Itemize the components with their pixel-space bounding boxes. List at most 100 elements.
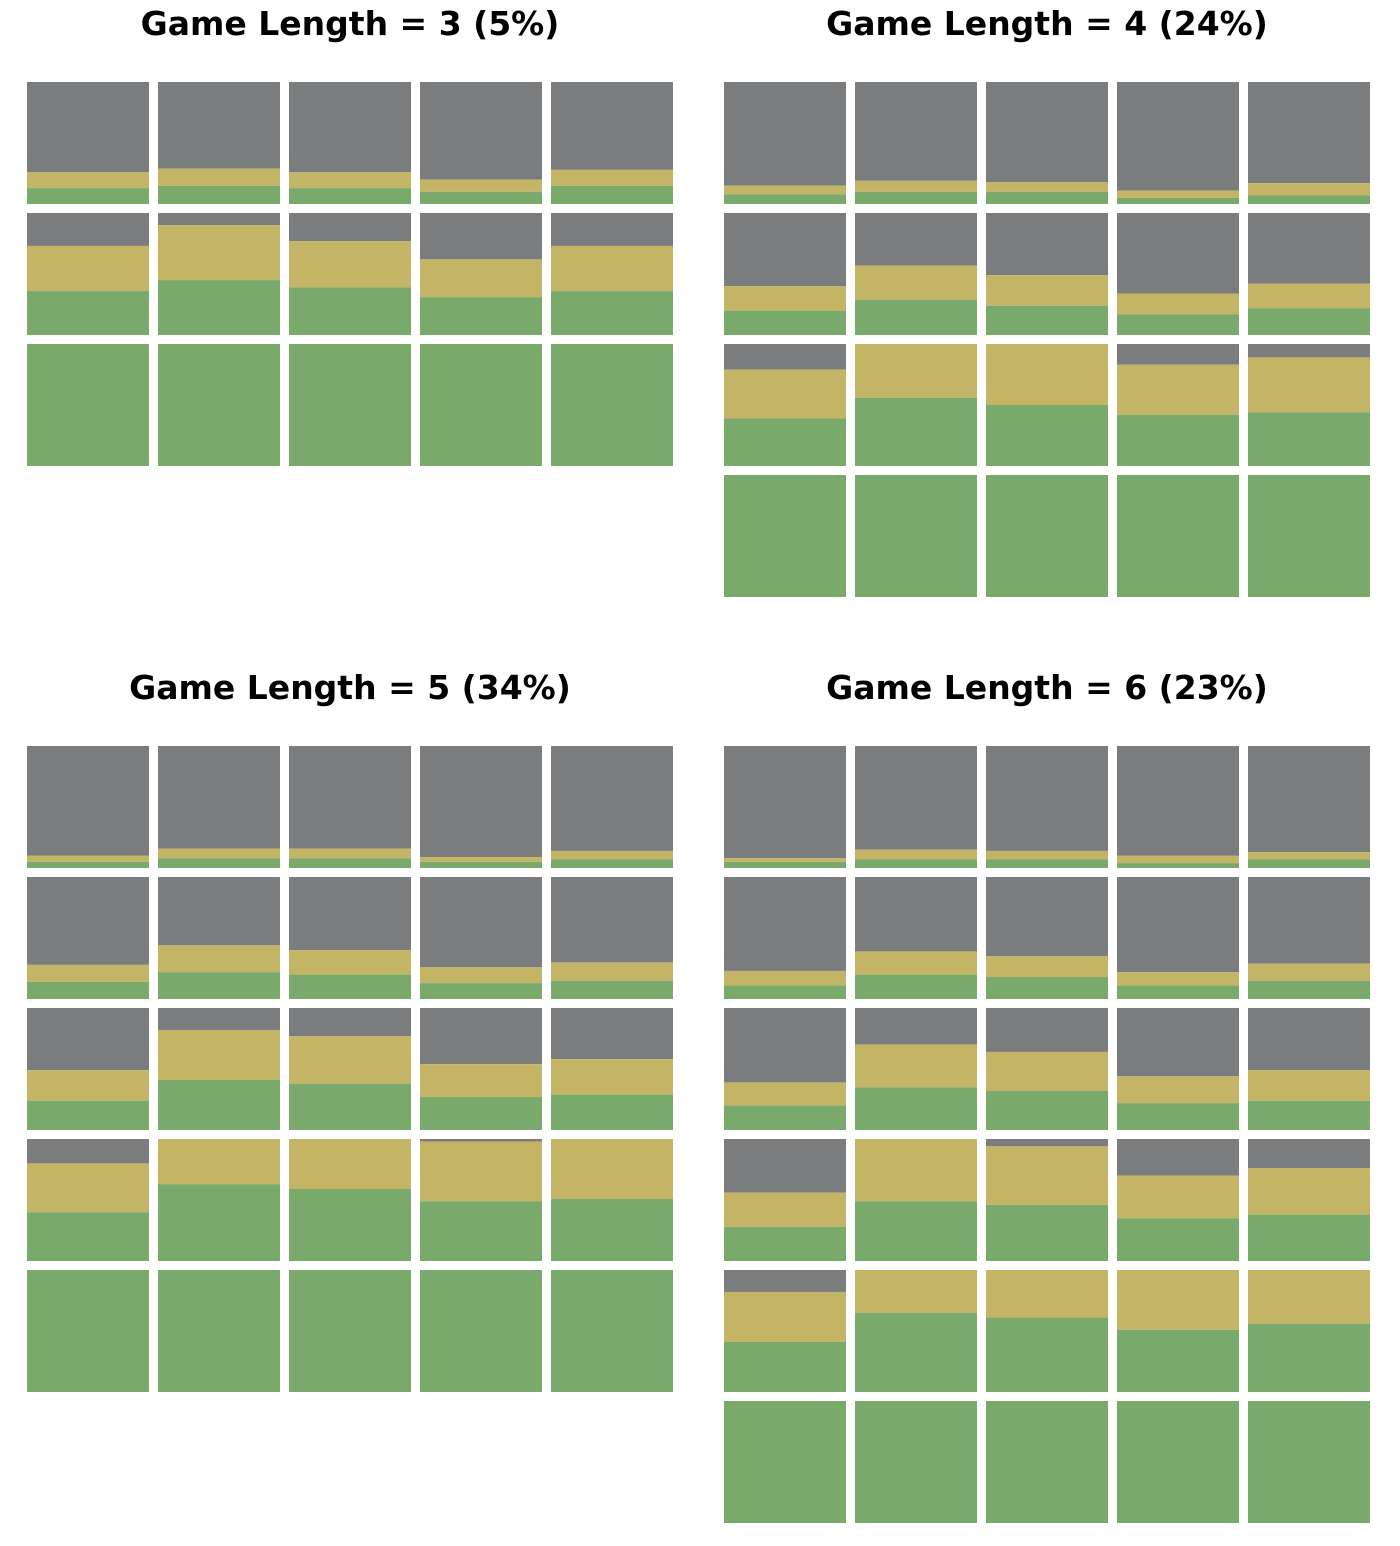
- green-segment: [855, 859, 977, 868]
- green-segment: [289, 344, 411, 466]
- tile-r4-c3: [986, 475, 1108, 597]
- green-segment: [855, 191, 977, 204]
- yellow-segment: [1117, 1270, 1239, 1330]
- gray-segment: [1248, 1139, 1370, 1169]
- gray-segment: [551, 1008, 673, 1060]
- tile-r1-c5: [1248, 746, 1370, 868]
- yellow-segment: [724, 185, 846, 195]
- yellow-segment: [855, 180, 977, 192]
- green-segment: [420, 344, 542, 466]
- tile-r2-c3: [986, 877, 1108, 999]
- yellow-segment: [855, 849, 977, 860]
- tile-r5-c5: [1248, 1270, 1370, 1392]
- yellow-segment: [289, 172, 411, 189]
- yellow-segment: [27, 172, 149, 189]
- tile-r1-c3: [986, 746, 1108, 868]
- green-segment: [158, 280, 280, 335]
- gray-segment: [551, 82, 673, 170]
- gray-segment: [1117, 877, 1239, 973]
- green-segment: [1117, 863, 1239, 868]
- yellow-segment: [855, 1044, 977, 1088]
- green-segment: [724, 475, 846, 597]
- yellow-segment: [1248, 852, 1370, 860]
- tile-r4-c2: [158, 1139, 280, 1261]
- yellow-segment: [551, 1139, 673, 1199]
- gray-segment: [420, 82, 542, 180]
- green-segment: [986, 405, 1108, 466]
- gray-segment: [158, 746, 280, 849]
- gray-segment: [551, 877, 673, 963]
- yellow-segment: [986, 1270, 1108, 1318]
- green-segment: [986, 305, 1108, 335]
- yellow-segment: [1248, 1270, 1370, 1324]
- gray-segment: [1117, 1139, 1239, 1176]
- tile-r2-c1: [724, 213, 846, 335]
- green-segment: [1117, 197, 1239, 204]
- green-segment: [420, 1201, 542, 1261]
- tile-r2-c5: [1248, 877, 1370, 999]
- green-segment: [158, 185, 280, 204]
- green-segment: [158, 858, 280, 868]
- tile-r4-c5: [1248, 475, 1370, 597]
- green-segment: [551, 980, 673, 999]
- tile-r1-c5: [551, 82, 673, 204]
- tile-r5-c2: [855, 1270, 977, 1392]
- yellow-segment: [420, 967, 542, 984]
- tile-r1-c1: [27, 82, 149, 204]
- green-segment: [289, 974, 411, 999]
- yellow-segment: [724, 1082, 846, 1106]
- green-segment: [1117, 1401, 1239, 1523]
- green-segment: [1117, 1103, 1239, 1130]
- gray-segment: [986, 877, 1108, 957]
- gray-segment: [289, 746, 411, 849]
- gray-segment: [158, 1008, 280, 1030]
- green-segment: [1117, 414, 1239, 466]
- green-segment: [724, 985, 846, 999]
- tile-r5-c3: [986, 1270, 1108, 1392]
- yellow-segment: [986, 850, 1108, 860]
- gray-segment: [158, 213, 280, 226]
- green-segment: [27, 1270, 149, 1392]
- gray-segment: [27, 213, 149, 246]
- yellow-segment: [420, 259, 542, 298]
- green-segment: [420, 983, 542, 999]
- gray-segment: [27, 1139, 149, 1164]
- green-segment: [855, 1401, 977, 1523]
- tile-grid: [27, 746, 673, 1392]
- tile-r2-c2: [855, 877, 977, 999]
- stacked-tile-chart: [724, 82, 1370, 597]
- green-segment: [27, 981, 149, 999]
- gray-segment: [986, 82, 1108, 183]
- yellow-segment: [1117, 190, 1239, 198]
- green-segment: [986, 859, 1108, 868]
- gray-segment: [1117, 213, 1239, 294]
- green-segment: [855, 299, 977, 335]
- gray-segment: [420, 746, 542, 858]
- tile-r2-c4: [1117, 213, 1239, 335]
- yellow-segment: [855, 344, 977, 398]
- tile-r4-c2: [855, 1139, 977, 1261]
- green-segment: [551, 859, 673, 868]
- green-segment: [1117, 1329, 1239, 1392]
- yellow-segment: [986, 182, 1108, 192]
- green-segment: [1117, 475, 1239, 597]
- gray-segment: [724, 1008, 846, 1083]
- green-segment: [420, 191, 542, 204]
- green-segment: [855, 974, 977, 999]
- yellow-segment: [158, 848, 280, 859]
- gray-segment: [724, 1270, 846, 1292]
- tile-r1-c4: [1117, 82, 1239, 204]
- gray-segment: [1117, 1008, 1239, 1077]
- gray-segment: [551, 746, 673, 851]
- tile-r3-c4: [1117, 1008, 1239, 1130]
- tile-r1-c5: [551, 746, 673, 868]
- yellow-segment: [855, 951, 977, 975]
- green-segment: [855, 1312, 977, 1392]
- tile-r1-c2: [855, 746, 977, 868]
- green-segment: [27, 344, 149, 466]
- tile-r5-c1: [27, 1270, 149, 1392]
- gray-segment: [855, 213, 977, 266]
- yellow-segment: [724, 1192, 846, 1227]
- tile-r1-c1: [724, 746, 846, 868]
- tile-r4-c4: [420, 1139, 542, 1261]
